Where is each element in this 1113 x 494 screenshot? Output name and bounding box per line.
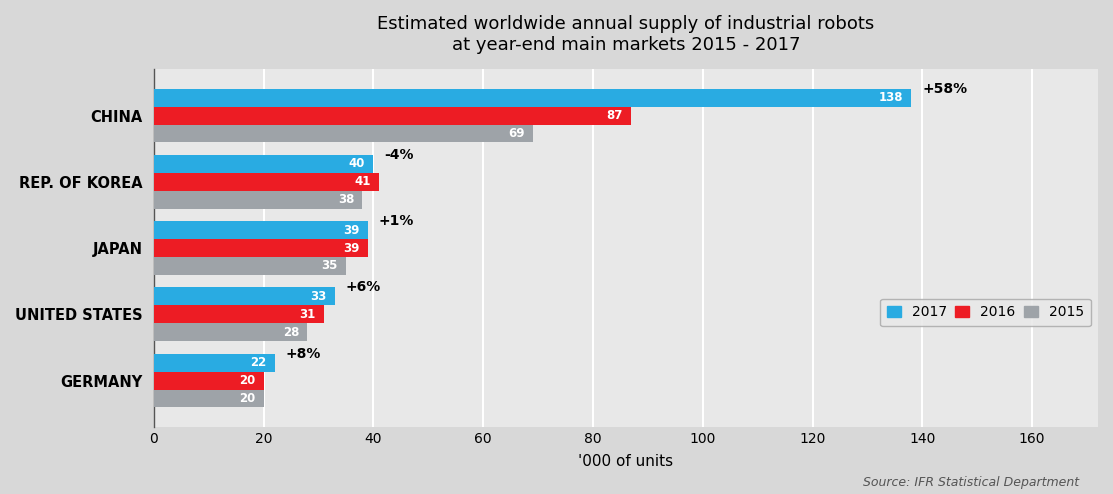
Text: +6%: +6% <box>346 281 381 294</box>
Text: 40: 40 <box>348 158 365 170</box>
Text: +1%: +1% <box>378 214 414 228</box>
Bar <box>154 155 373 173</box>
Bar <box>154 323 307 341</box>
Text: +58%: +58% <box>923 82 967 96</box>
Bar <box>154 89 912 107</box>
Bar <box>154 305 324 323</box>
Bar <box>154 124 532 142</box>
Text: 28: 28 <box>283 326 299 339</box>
Bar <box>154 371 264 389</box>
Text: +8%: +8% <box>286 347 321 361</box>
Bar <box>154 354 275 371</box>
Text: 38: 38 <box>337 193 354 206</box>
Text: 35: 35 <box>322 259 337 273</box>
Text: 39: 39 <box>343 224 359 237</box>
Bar <box>154 191 363 208</box>
X-axis label: '000 of units: '000 of units <box>579 454 673 469</box>
Bar <box>154 389 264 408</box>
Text: 20: 20 <box>239 392 255 405</box>
Text: 39: 39 <box>343 242 359 254</box>
Bar <box>154 221 367 239</box>
Bar <box>154 257 346 275</box>
Text: 69: 69 <box>508 127 524 140</box>
Text: 33: 33 <box>311 290 327 303</box>
Bar <box>154 173 378 191</box>
Text: 41: 41 <box>354 175 371 188</box>
Bar <box>154 239 367 257</box>
Text: 138: 138 <box>878 91 903 104</box>
Title: Estimated worldwide annual supply of industrial robots
at year-end main markets : Estimated worldwide annual supply of ind… <box>377 15 875 54</box>
Text: 31: 31 <box>299 308 316 321</box>
Legend: 2017, 2016, 2015: 2017, 2016, 2015 <box>880 298 1091 327</box>
Text: 22: 22 <box>250 356 266 369</box>
Bar <box>154 107 631 124</box>
Text: Source: IFR Statistical Department: Source: IFR Statistical Department <box>864 476 1080 489</box>
Text: 87: 87 <box>607 109 623 122</box>
Text: -4%: -4% <box>384 148 414 162</box>
Text: 20: 20 <box>239 374 255 387</box>
Bar <box>154 288 335 305</box>
